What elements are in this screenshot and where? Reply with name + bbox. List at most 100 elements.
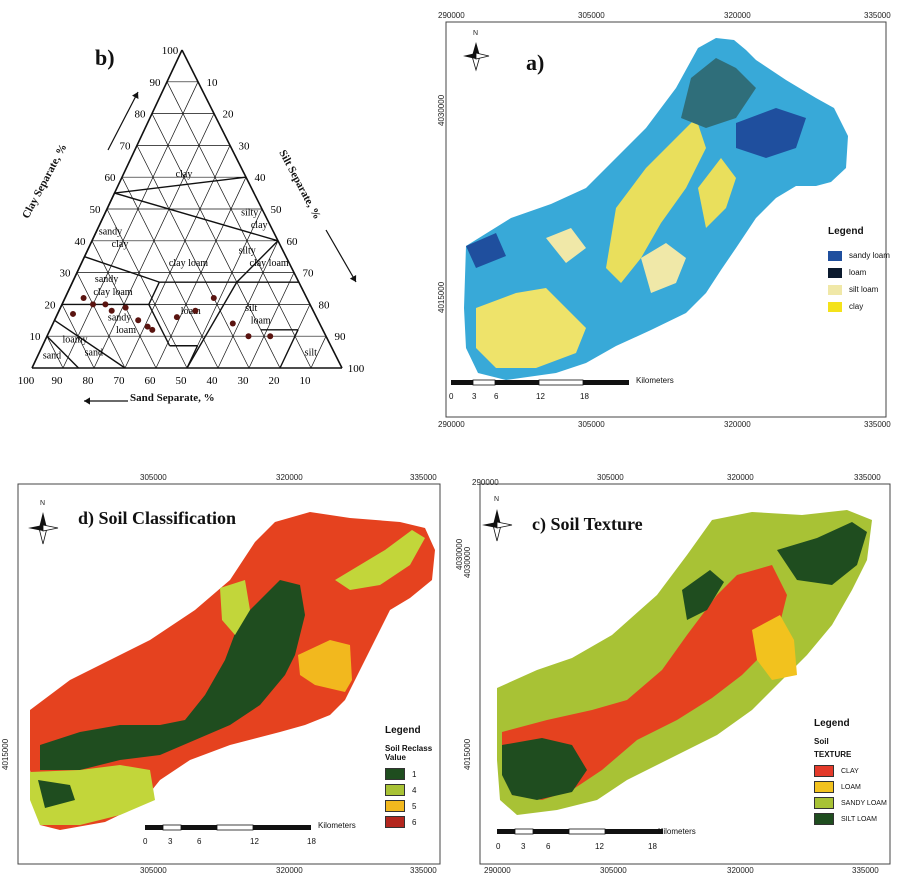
class-boundary [114, 192, 279, 242]
a-xtick-top-2: 305000 [578, 11, 605, 20]
silt-tick-label: 20 [223, 109, 235, 121]
class-boundary [186, 281, 238, 369]
a-scale-tick-18: 18 [580, 392, 589, 401]
a-scale-unit: Kilometers [636, 376, 674, 385]
c-region [497, 510, 872, 815]
c-panel-title: c) Soil Texture [532, 514, 643, 534]
c-scale-tick-0: 0 [496, 842, 501, 851]
clay-tick-label: 60 [105, 172, 117, 184]
sample-point [108, 307, 115, 314]
silt-tick-label: 50 [271, 204, 283, 216]
sand-tick-label: 100 [18, 375, 35, 387]
d-scale-tick-3: 3 [168, 837, 173, 846]
c-legend-title: Legend [814, 718, 850, 729]
grid-line [186, 208, 263, 369]
class-label-sandy_clay_loam_2: clay loam [93, 287, 132, 298]
a-legend-label: loam [849, 268, 867, 277]
panel-c-map: 290000 305000 320000 335000 4030000 4015… [462, 470, 902, 879]
c-xtick-bottom-2: 305000 [600, 866, 627, 875]
c-legend-item-sandy-loam: SANDY LOAM [814, 795, 887, 811]
d-region [30, 512, 435, 830]
c-legend: Legend Soil TEXTURE CLAY LOAM SANDY LOAM… [814, 718, 887, 827]
clay-tick-label: 40 [75, 236, 87, 248]
c-xtick-top-4: 335000 [854, 473, 881, 482]
c-map-frame [479, 483, 891, 865]
sample-point [173, 314, 180, 321]
a-xtick-bottom-3: 320000 [724, 420, 751, 429]
c-xtick-top-3: 320000 [727, 473, 754, 482]
sample-point [102, 301, 109, 308]
class-label-loamy_sand_1: loamy [63, 335, 88, 346]
clay-tick-label: 80 [135, 109, 147, 121]
c-swatch-loam [814, 781, 834, 793]
sand-tick-label: 10 [300, 375, 312, 387]
class-label-sandy_clay_loam_1: sandy [95, 274, 118, 285]
c-scale-tick-3: 3 [521, 842, 526, 851]
class-label-silty_clay_1: silty [241, 207, 258, 218]
class-label-sandy_loam_2: loam [116, 325, 136, 336]
d-scale-tick-12: 12 [250, 837, 259, 846]
a-legend-item-sandy-loam: sandy loam [828, 247, 890, 264]
a-scale-tick-3: 3 [472, 392, 477, 401]
a-map-frame [445, 21, 887, 418]
sample-point [245, 333, 252, 340]
a-north-label: N [473, 30, 479, 37]
grid-line [124, 145, 231, 369]
d-xtick-bottom-3: 335000 [410, 866, 437, 875]
d-swatch-5 [385, 800, 405, 812]
a-xtick-bottom-2: 305000 [578, 420, 605, 429]
class-label-silt: silt [305, 347, 317, 358]
d-scale-tick-6: 6 [197, 837, 202, 846]
class-label-silty_clay_loam_1: silty [239, 246, 256, 257]
c-legend-item-silt-loam: SILT LOAM [814, 811, 887, 827]
a-swatch-clay [828, 301, 842, 312]
sample-point [135, 317, 142, 324]
sand-tick-label: 80 [83, 375, 95, 387]
c-legend-subtitle-1: Soil [814, 737, 829, 746]
grid-line [166, 81, 312, 369]
class-boundary [46, 335, 79, 369]
c-scale-tick-18: 18 [648, 842, 657, 851]
class-label-sandy_clay_1: sandy [99, 226, 122, 237]
c-legend-label: CLAY [841, 767, 859, 775]
silt-tick-label: 70 [303, 268, 315, 280]
class-boundary [279, 329, 299, 369]
grid-line [46, 336, 64, 369]
clay-tick-label: 10 [30, 331, 42, 343]
silt-axis-arrow [325, 229, 357, 283]
a-scale-tick-6: 6 [494, 392, 499, 401]
sand-tick-label: 90 [52, 375, 64, 387]
d-swatch-1 [385, 768, 405, 780]
a-scale-tick-0: 0 [449, 392, 454, 401]
c-north-label: N [494, 496, 500, 503]
sample-point [229, 320, 236, 327]
c-xtick-bottom-1: 290000 [484, 866, 511, 875]
class-boundary [53, 304, 63, 321]
sample-point [144, 323, 151, 330]
grid-line [248, 272, 295, 369]
a-scale-tick-12: 12 [536, 392, 545, 401]
triangle-edge [181, 49, 343, 369]
d-legend-subtitle-1: Soil Reclass [385, 744, 433, 753]
d-legend: Legend Soil Reclass Value 1 4 5 6 [385, 725, 432, 830]
sand-axis-arrow-head [84, 397, 90, 405]
sample-point [210, 295, 217, 302]
a-swatch-sandy-loam [828, 250, 842, 261]
class-boundary [83, 224, 101, 257]
c-legend-item-clay: CLAY [814, 763, 887, 779]
clay-tick-label: 30 [60, 268, 72, 280]
class-label-sand: sand [43, 350, 61, 361]
clay-tick-label: 70 [120, 140, 132, 152]
sand-tick-label: 60 [145, 375, 157, 387]
clay-tick-label: 50 [90, 204, 102, 216]
d-legend-label: 4 [412, 785, 417, 795]
class-boundary [54, 319, 126, 369]
silt-tick-label: 80 [319, 299, 331, 311]
c-scale-tick-12: 12 [595, 842, 604, 851]
d-scale-bar [145, 824, 311, 831]
c-swatch-clay [814, 765, 834, 777]
class-label-sandy_loam_1: sandy [108, 312, 131, 323]
a-legend-item-clay: clay [828, 298, 890, 315]
d-legend-label: 6 [412, 817, 417, 827]
d-legend-title: Legend [385, 725, 421, 736]
